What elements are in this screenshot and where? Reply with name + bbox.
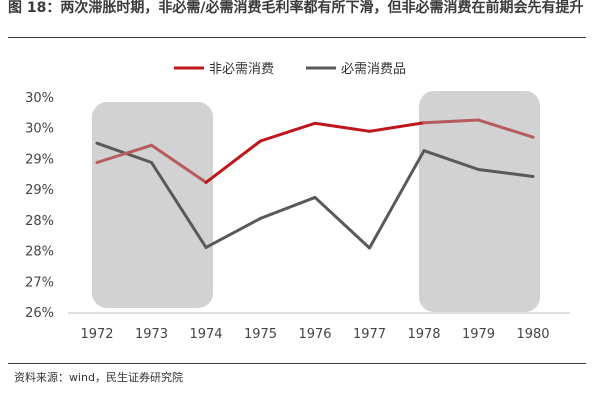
- line-chart: 非必需消费 必需消费品 26% 27% 28% 28% 29% 29% 30% 30% 197…: [25, 62, 570, 342]
- series-lines: [95, 118, 535, 250]
- footer-divider: [8, 363, 586, 364]
- y-tick-label: 28%: [25, 245, 54, 260]
- essential-line-segment: [150, 161, 208, 249]
- essential-line-segment: [259, 195, 317, 220]
- y-tick-label: 29%: [25, 183, 54, 198]
- legend-label-nonessential: 非必需消费: [209, 62, 274, 77]
- essential-line-segment: [313, 195, 371, 250]
- y-tick-label: 27%: [25, 275, 54, 290]
- essential-line-segment: [368, 149, 426, 250]
- essential-line-segment: [422, 149, 480, 171]
- nonessential-line-segment: [422, 118, 480, 125]
- y-axis-ticks: 26% 27% 28% 28% 29% 29% 30% 30%: [25, 91, 54, 321]
- x-tick-label: 1980: [516, 327, 549, 342]
- y-tick-label: 26%: [25, 306, 54, 321]
- nonessential-line-segment: [477, 118, 535, 139]
- x-axis-ticks: 1972 1973 1974 1975 1976 1977 1978 1979 1980: [80, 327, 549, 342]
- x-tick-label: 1972: [80, 327, 113, 342]
- y-tick-label: 28%: [25, 214, 54, 229]
- nonessential-line-segment: [204, 139, 262, 184]
- x-tick-label: 1979: [462, 327, 495, 342]
- essential-line-segment: [204, 216, 262, 249]
- legend: 非必需消费 必需消费品: [174, 62, 406, 77]
- essential-line-segment: [477, 167, 535, 178]
- figure-title: 图 18：两次滞胀时期，非必需/必需消费毛利率都有所下滑，但非必需消费在前期会先…: [8, 0, 584, 16]
- x-tick-label: 1975: [244, 327, 277, 342]
- nonessential-line-segment: [150, 143, 208, 184]
- shaded-period-2: [419, 91, 540, 312]
- y-tick-label: 30%: [25, 91, 54, 106]
- nonessential-line-segment: [368, 121, 426, 133]
- shaded-period-1: [92, 102, 213, 308]
- x-tick-label: 1977: [353, 327, 386, 342]
- title-divider: [8, 37, 586, 38]
- x-tick-label: 1976: [298, 327, 331, 342]
- y-tick-label: 30%: [25, 122, 54, 137]
- nonessential-line-segment: [313, 121, 371, 133]
- y-tick-label: 29%: [25, 152, 54, 167]
- nonessential-line-segment: [95, 143, 153, 164]
- legend-label-essential: 必需消费品: [341, 62, 406, 77]
- x-tick-label: 1974: [189, 327, 222, 342]
- x-tick-label: 1978: [407, 327, 440, 342]
- nonessential-line-segment: [259, 121, 317, 143]
- x-tick-label: 1973: [135, 327, 168, 342]
- source-note: 资料来源：wind，民生证券研究院: [14, 371, 184, 384]
